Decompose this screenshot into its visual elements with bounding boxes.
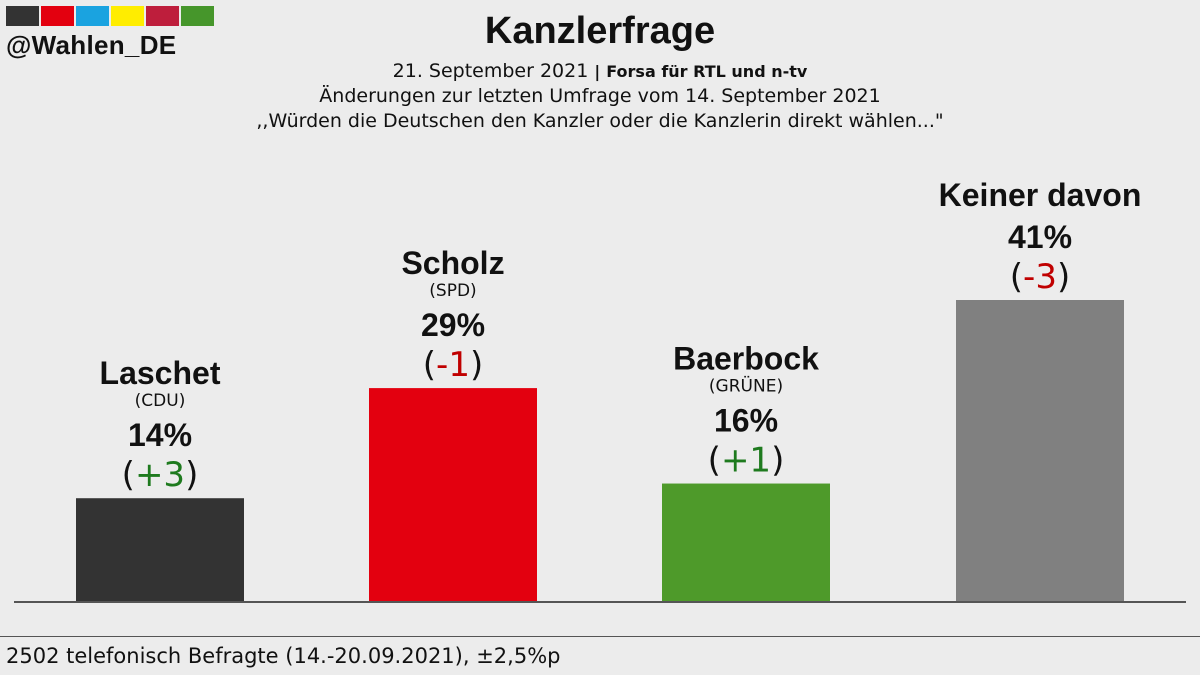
- candidate-label: Scholz: [401, 245, 504, 281]
- value-label: 14%: [128, 417, 192, 453]
- party-label: (SPD): [429, 281, 476, 301]
- change-label: (-3): [1010, 257, 1070, 297]
- logo-swatch: [6, 6, 39, 26]
- value-label: 41%: [1008, 219, 1072, 255]
- footer-divider: [0, 636, 1200, 637]
- footer-note: 2502 telefonisch Befragte (14.-20.09.202…: [6, 644, 561, 668]
- bar-scholz: [369, 388, 537, 601]
- change-note: Änderungen zur letzten Umfrage vom 14. S…: [319, 85, 881, 107]
- logo-swatch: [146, 6, 179, 26]
- poll-date: 21. September 2021: [392, 60, 589, 82]
- change-label: (+3): [122, 455, 199, 495]
- bar-keiner-davon: [956, 300, 1124, 601]
- bar-chart: (+3)14% (CDU)Laschet (-1)29% (SPD)Scholz (+1…: [14, 177, 1186, 603]
- poll-source: Forsa für RTL und n-tv: [606, 62, 808, 81]
- bar-laschet: [76, 498, 244, 601]
- bar-baerbock: [662, 483, 830, 601]
- change-label: (-1): [423, 345, 483, 385]
- party-label: (GRÜNE): [709, 375, 783, 397]
- value-label: 16%: [714, 403, 778, 439]
- logo-color-strip: [6, 6, 214, 26]
- logo-swatch: [76, 6, 109, 26]
- candidate-label: Keiner davon: [939, 177, 1142, 213]
- value-label: 29%: [421, 307, 485, 343]
- account-handle: @Wahlen_DE: [6, 30, 177, 60]
- logo-swatch: [41, 6, 74, 26]
- subtitle-date-source: 21. September 2021 | Forsa für RTL und n…: [0, 60, 1200, 82]
- candidate-label: Baerbock: [673, 341, 819, 377]
- logo-swatch: [111, 6, 144, 26]
- logo-swatch: [181, 6, 214, 26]
- poll-question: ,,Würden die Deutschen den Kanzler oder …: [256, 110, 944, 132]
- candidate-label: Laschet: [100, 355, 221, 391]
- separator: |: [594, 62, 601, 81]
- change-label: (+1): [708, 441, 785, 481]
- party-label: (CDU): [135, 391, 186, 411]
- chart-title: Kanzlerfrage: [484, 10, 716, 52]
